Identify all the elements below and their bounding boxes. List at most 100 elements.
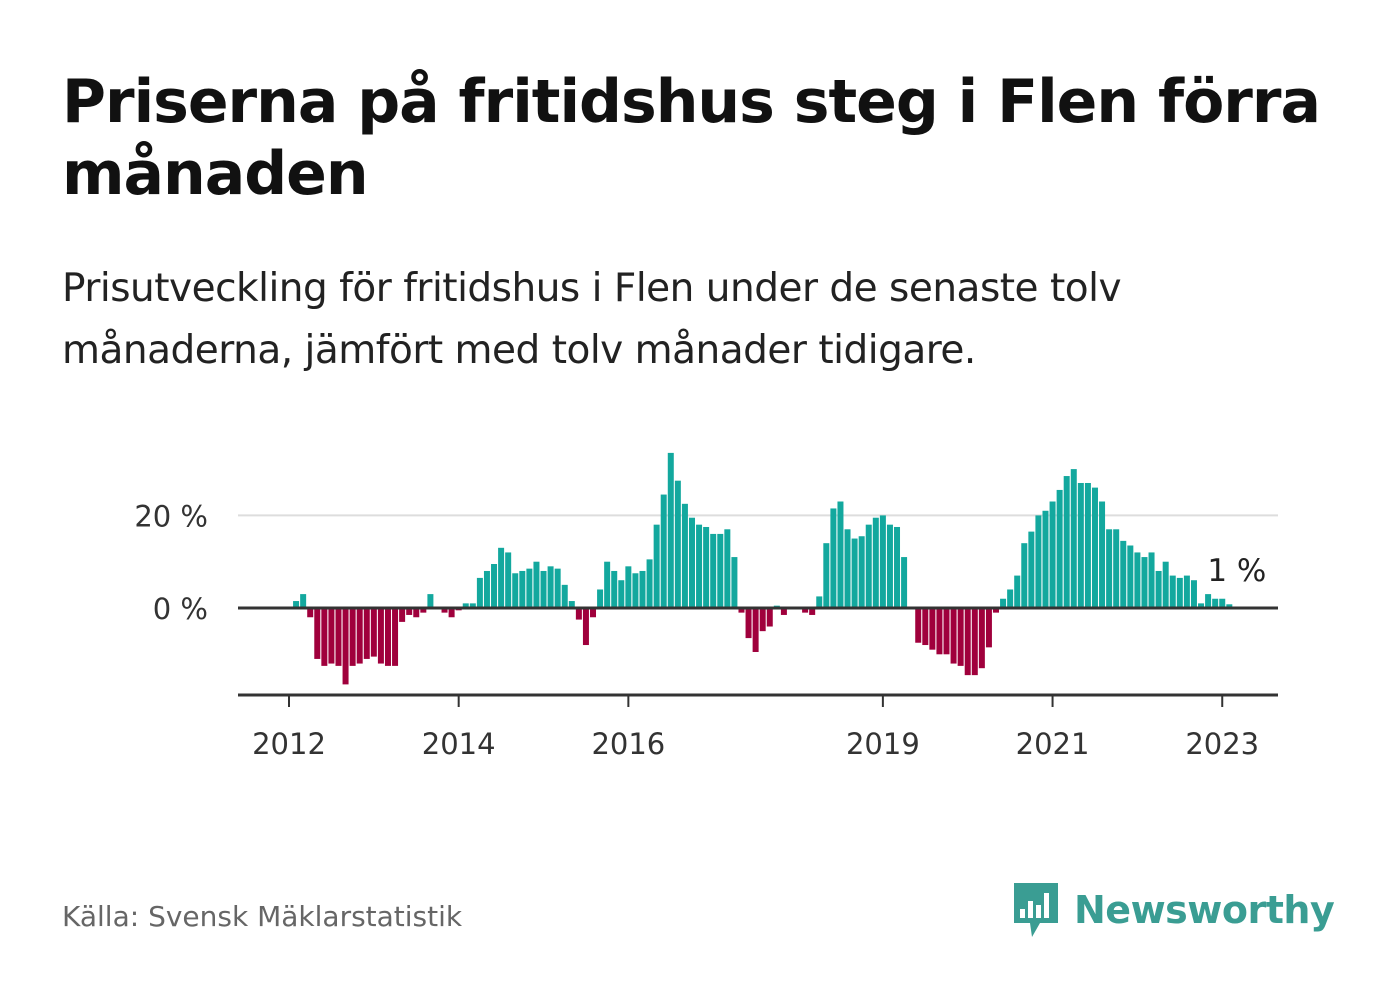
bar (377, 608, 384, 664)
y-tick-label: 20 % (134, 499, 208, 533)
axis-labels: 0 % 20 % 2012 2014 2016 2019 2021 2023 1 % (134, 499, 1266, 761)
x-tick-label: 2023 (1185, 727, 1259, 761)
bar (1176, 577, 1183, 608)
bar (844, 529, 851, 608)
bar (915, 608, 922, 643)
bar (335, 608, 342, 666)
bar (1113, 529, 1120, 608)
bar (1063, 476, 1070, 608)
bar (660, 494, 667, 608)
bar (816, 596, 823, 608)
bar (321, 608, 328, 666)
bar (519, 570, 526, 608)
bar (681, 503, 688, 608)
bar (1084, 482, 1091, 608)
bar (547, 566, 554, 608)
bar (1127, 545, 1134, 608)
bar (752, 608, 759, 652)
bar (491, 564, 498, 608)
bar (802, 608, 809, 613)
bars (293, 452, 1233, 685)
bar (703, 526, 710, 608)
bar (993, 608, 999, 613)
bar (476, 577, 483, 608)
bar (420, 608, 427, 613)
bar (540, 570, 547, 608)
bar (1162, 561, 1169, 608)
bar (300, 594, 307, 608)
bar (936, 608, 943, 655)
bar (1169, 575, 1176, 608)
bar (865, 524, 872, 608)
bar (667, 452, 674, 608)
bar (604, 561, 611, 608)
bar (1183, 575, 1190, 608)
bar (894, 526, 901, 608)
bar (590, 608, 597, 618)
bar (406, 608, 413, 615)
bar (505, 552, 512, 608)
bar (328, 608, 335, 664)
bar (639, 570, 646, 608)
bar (1028, 531, 1035, 608)
chart-subtitle: Prisutveckling för fritidshus i Flen und… (62, 266, 1122, 373)
bar (1120, 540, 1127, 608)
bar (498, 547, 505, 608)
bar (413, 608, 420, 618)
bar (830, 508, 837, 608)
bar (1141, 557, 1148, 608)
bar (561, 584, 568, 608)
bar (307, 608, 314, 618)
bar (597, 589, 604, 608)
bar (526, 568, 533, 608)
bar (533, 561, 540, 608)
bar (568, 601, 575, 608)
bar (971, 608, 978, 676)
x-tick-label: 2021 (1016, 727, 1090, 761)
bar (809, 608, 816, 615)
bar (349, 608, 356, 666)
bar (448, 608, 455, 618)
bar (1134, 552, 1141, 608)
bar (1042, 510, 1049, 608)
bar (759, 608, 766, 632)
bar (1226, 604, 1233, 608)
bar (1106, 529, 1113, 608)
newsworthy-logo: Newsworthy (1010, 878, 1335, 942)
bar (1148, 552, 1155, 608)
bar (653, 524, 660, 608)
bar (674, 480, 681, 608)
bar (929, 608, 936, 650)
axes (238, 606, 1278, 707)
bar (1155, 570, 1162, 608)
bar (611, 570, 618, 608)
bar (1198, 603, 1205, 608)
bar (469, 603, 476, 608)
bar (957, 608, 964, 666)
bar (766, 608, 773, 627)
bar (575, 608, 582, 620)
bar (625, 566, 632, 608)
bar (731, 557, 738, 608)
bar (823, 543, 830, 608)
brand-name: Newsworthy (1074, 888, 1335, 932)
bar (1190, 580, 1197, 608)
bar (879, 515, 886, 608)
bar (632, 573, 639, 608)
bar (1212, 598, 1219, 608)
source-note: Källa: Svensk Mäklarstatistik (62, 900, 463, 933)
bar (441, 608, 448, 613)
bar (710, 533, 717, 608)
y-tick-label: 0 % (153, 592, 208, 626)
bar (872, 517, 879, 608)
bar (314, 608, 321, 659)
bar (1091, 487, 1098, 608)
bar (950, 608, 957, 664)
bar (724, 529, 731, 608)
bar (886, 524, 893, 608)
bar (554, 568, 561, 608)
latest-value-label: 1 % (1207, 553, 1266, 589)
bar (399, 608, 406, 622)
bar (1219, 598, 1226, 608)
bar (582, 608, 589, 646)
